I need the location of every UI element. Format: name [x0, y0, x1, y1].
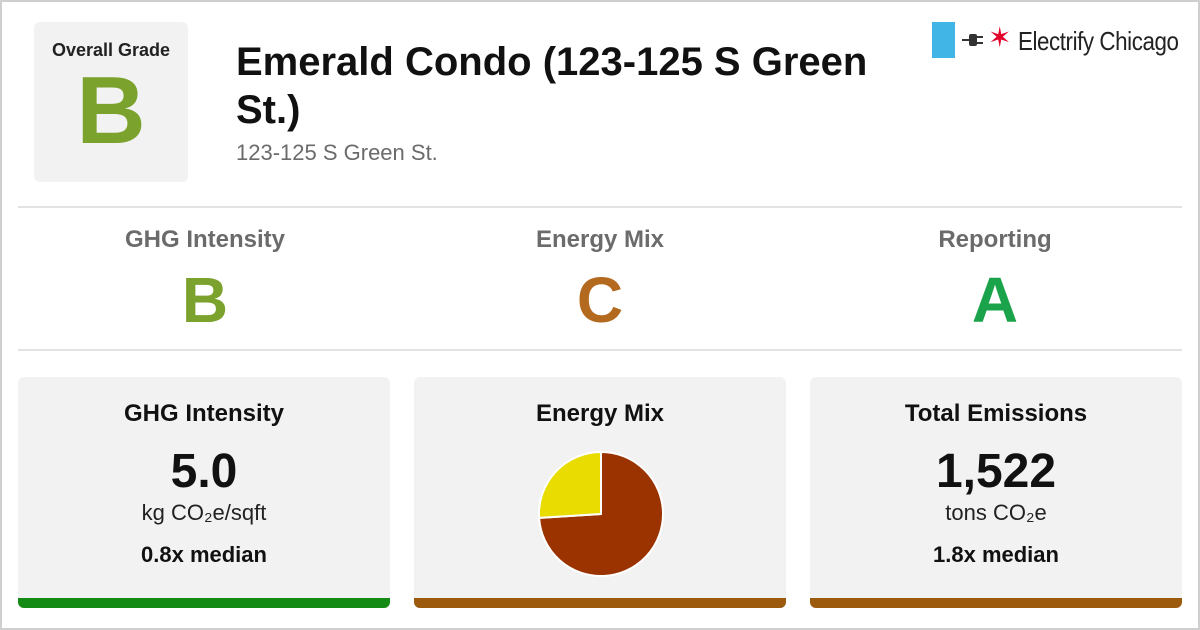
energy-mix-card: Energy Mix: [414, 377, 786, 608]
page-title: Emerald Condo (123-125 S Green St.): [236, 40, 868, 132]
star-icon: ✶: [988, 22, 1012, 53]
divider: [18, 206, 1182, 208]
brand-logo[interactable]: ✶ Electrify Chicago: [932, 22, 1182, 58]
subgrade-label: Energy Mix: [535, 226, 665, 253]
energy-mix-pie-chart: [538, 450, 664, 577]
status-bar: [414, 598, 786, 608]
card-title: Total Emissions: [904, 400, 1088, 427]
ghg-intensity-value: 5.0: [170, 445, 238, 498]
overall-grade-box: Overall Grade B: [34, 22, 188, 182]
pie-slice-1: [538, 450, 602, 519]
subgrade-letter: A: [971, 264, 1019, 336]
subgrade-letter: C: [576, 264, 624, 336]
subgrade-label: Reporting: [938, 226, 1052, 253]
total-emissions-card: Total Emissions 1,522 tons CO₂e 1.8x med…: [810, 377, 1182, 608]
total-emissions-median: 1.8x median: [933, 542, 1059, 567]
status-bar: [810, 598, 1182, 608]
ghg-intensity-card: GHG Intensity 5.0 kg CO₂e/sqft 0.8x medi…: [18, 377, 390, 608]
total-emissions-unit: tons CO₂e: [945, 500, 1047, 525]
flag-stripe-icon: [932, 22, 955, 58]
plug-icon: [962, 34, 983, 46]
subgrade-letter: B: [181, 264, 229, 336]
brand-name: Electrify Chicago: [1018, 26, 1179, 56]
card-title: Energy Mix: [535, 400, 665, 427]
card-title: GHG Intensity: [123, 400, 285, 427]
subgrade-energy-mix: Energy Mix C: [410, 226, 790, 336]
total-emissions-value: 1,522: [935, 445, 1057, 498]
ghg-intensity-median: 0.8x median: [141, 542, 267, 567]
overall-grade-label: Overall Grade: [51, 40, 171, 60]
overall-grade-letter: B: [76, 57, 146, 164]
subgrade-reporting: Reporting A: [805, 226, 1185, 336]
divider: [18, 349, 1182, 351]
subgrade-ghg-intensity: GHG Intensity B: [15, 226, 395, 336]
status-bar: [18, 598, 390, 608]
building-address: 123-125 S Green St.: [236, 140, 438, 165]
ghg-intensity-unit: kg CO₂e/sqft: [141, 500, 267, 525]
subgrade-label: GHG Intensity: [124, 226, 286, 253]
